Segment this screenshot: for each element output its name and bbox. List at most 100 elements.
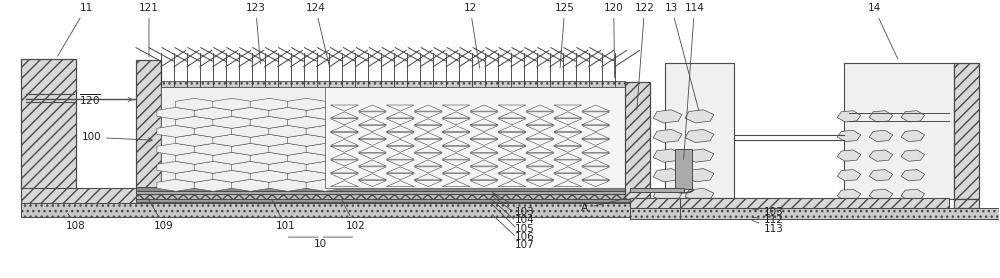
- Polygon shape: [554, 126, 582, 132]
- Text: 14: 14: [867, 3, 898, 59]
- Text: A: A: [581, 198, 627, 213]
- Polygon shape: [554, 133, 582, 138]
- Bar: [665, 63, 734, 199]
- Polygon shape: [287, 116, 325, 128]
- Polygon shape: [685, 188, 714, 202]
- Polygon shape: [442, 153, 470, 159]
- Polygon shape: [330, 105, 358, 111]
- Polygon shape: [526, 180, 554, 187]
- Polygon shape: [526, 112, 554, 118]
- Polygon shape: [330, 112, 358, 118]
- Polygon shape: [582, 126, 610, 132]
- Polygon shape: [869, 111, 893, 122]
- Polygon shape: [442, 105, 470, 111]
- Polygon shape: [498, 146, 526, 152]
- Text: 13: 13: [665, 3, 699, 110]
- Polygon shape: [442, 146, 470, 152]
- Polygon shape: [358, 167, 386, 173]
- Text: 124: 124: [306, 3, 330, 68]
- Polygon shape: [176, 116, 214, 128]
- Polygon shape: [498, 153, 526, 159]
- Polygon shape: [685, 169, 714, 182]
- Polygon shape: [194, 179, 232, 191]
- Bar: [136, 194, 630, 199]
- Polygon shape: [498, 174, 526, 180]
- Polygon shape: [582, 160, 610, 166]
- Polygon shape: [231, 161, 269, 173]
- Bar: [136, 191, 630, 194]
- Bar: [136, 199, 630, 202]
- Polygon shape: [269, 161, 307, 173]
- Polygon shape: [442, 139, 470, 145]
- Text: 105: 105: [492, 200, 535, 234]
- Text: 125: 125: [555, 3, 575, 68]
- Polygon shape: [526, 126, 554, 132]
- Polygon shape: [330, 180, 358, 187]
- Polygon shape: [386, 139, 414, 145]
- Bar: [680, 198, 949, 208]
- Polygon shape: [414, 112, 442, 118]
- Polygon shape: [582, 180, 610, 187]
- Polygon shape: [330, 133, 358, 138]
- Text: 106: 106: [492, 204, 535, 242]
- Polygon shape: [498, 119, 526, 125]
- Polygon shape: [442, 160, 470, 166]
- Bar: [844, 63, 954, 199]
- Polygon shape: [470, 153, 498, 159]
- Polygon shape: [442, 126, 470, 132]
- Polygon shape: [176, 152, 214, 164]
- Bar: [136, 187, 630, 191]
- Polygon shape: [287, 170, 325, 182]
- Text: 108: 108: [66, 214, 86, 231]
- Polygon shape: [386, 105, 414, 111]
- Polygon shape: [414, 160, 442, 166]
- Polygon shape: [330, 139, 358, 145]
- Bar: [954, 63, 979, 199]
- Polygon shape: [414, 167, 442, 173]
- Polygon shape: [194, 125, 232, 137]
- Polygon shape: [526, 153, 554, 159]
- Polygon shape: [901, 111, 925, 122]
- Text: 103: 103: [492, 192, 535, 217]
- Polygon shape: [653, 110, 682, 123]
- Polygon shape: [386, 146, 414, 152]
- Polygon shape: [414, 180, 442, 187]
- Polygon shape: [386, 153, 414, 159]
- Polygon shape: [330, 119, 358, 125]
- Polygon shape: [231, 125, 269, 137]
- Polygon shape: [582, 105, 610, 111]
- Bar: [21, 188, 141, 203]
- Bar: [21, 203, 630, 217]
- Text: 121: 121: [139, 3, 159, 57]
- Polygon shape: [837, 130, 861, 142]
- Polygon shape: [554, 112, 582, 118]
- Bar: [680, 208, 999, 219]
- Bar: [325, 86, 625, 188]
- Bar: [630, 188, 684, 192]
- Polygon shape: [157, 179, 195, 191]
- Bar: [21, 203, 141, 217]
- Polygon shape: [526, 133, 554, 138]
- Bar: [161, 85, 330, 188]
- Polygon shape: [386, 174, 414, 180]
- Polygon shape: [685, 129, 714, 143]
- Polygon shape: [653, 169, 682, 182]
- Polygon shape: [269, 107, 307, 119]
- Polygon shape: [231, 143, 269, 155]
- Polygon shape: [869, 130, 893, 142]
- Polygon shape: [386, 119, 414, 125]
- Polygon shape: [287, 152, 325, 164]
- Polygon shape: [526, 139, 554, 145]
- Polygon shape: [498, 126, 526, 132]
- Bar: [954, 199, 979, 208]
- Polygon shape: [358, 119, 386, 125]
- Polygon shape: [442, 119, 470, 125]
- Polygon shape: [526, 174, 554, 180]
- Polygon shape: [442, 167, 470, 173]
- Polygon shape: [470, 174, 498, 180]
- Polygon shape: [194, 161, 232, 173]
- Polygon shape: [653, 149, 682, 162]
- Text: 10: 10: [314, 239, 327, 249]
- Polygon shape: [330, 153, 358, 159]
- Polygon shape: [498, 112, 526, 118]
